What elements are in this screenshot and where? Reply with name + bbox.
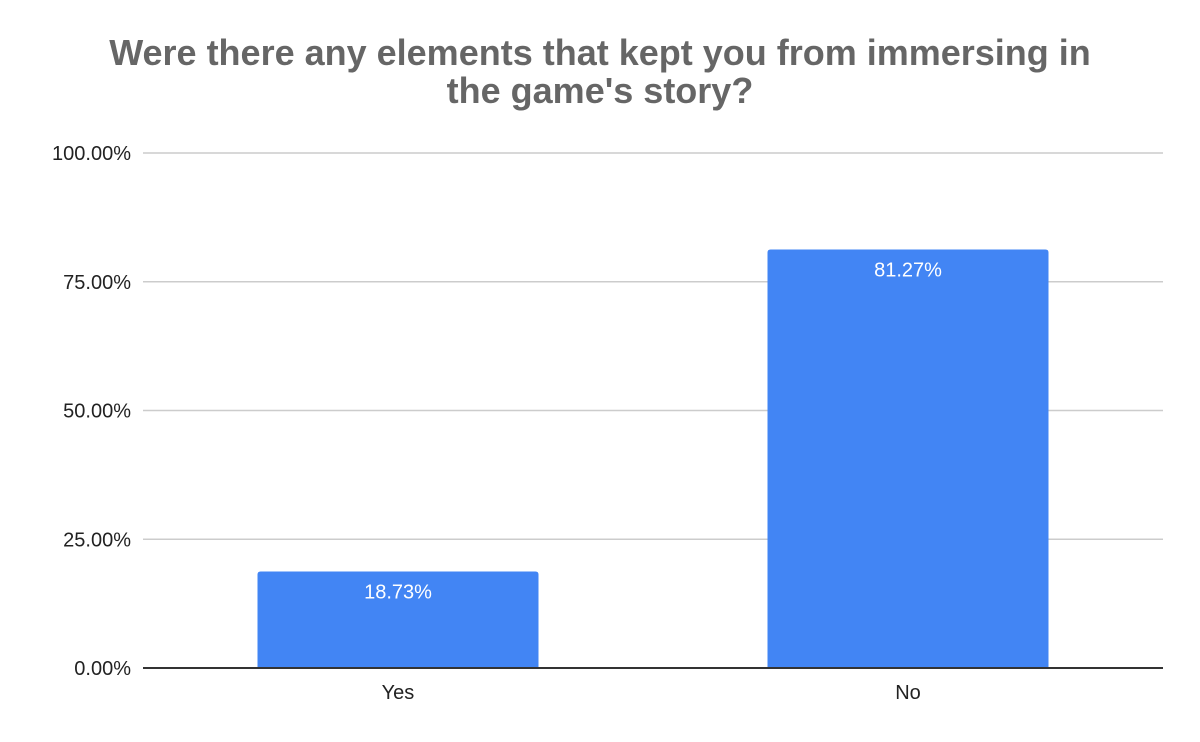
data-label-yes: 18.73%	[364, 582, 432, 604]
chart-title: Were there any elements that kept you fr…	[0, 34, 1200, 110]
bar-no	[767, 249, 1049, 668]
data-label-no: 81.27%	[874, 259, 942, 281]
y-tick-label: 0.00%	[74, 658, 131, 680]
x-tick-label-yes: Yes	[382, 682, 415, 704]
labels: 0.00% 25.00% 50.00% 75.00% 100.00% 18.73% Yes 8…	[52, 143, 942, 704]
y-tick-label: 100.00%	[52, 143, 131, 165]
y-tick-label: 50.00%	[63, 401, 131, 423]
y-tick-label: 75.00%	[63, 272, 131, 294]
chart-title-line-2: the game's story?	[446, 70, 754, 111]
bar-yes	[257, 571, 539, 668]
x-tick-label-no: No	[895, 682, 921, 704]
chart-title-line-1: Were there any elements that kept you fr…	[109, 32, 1091, 73]
y-tick-label: 25.00%	[63, 529, 131, 551]
bars	[257, 249, 1049, 668]
